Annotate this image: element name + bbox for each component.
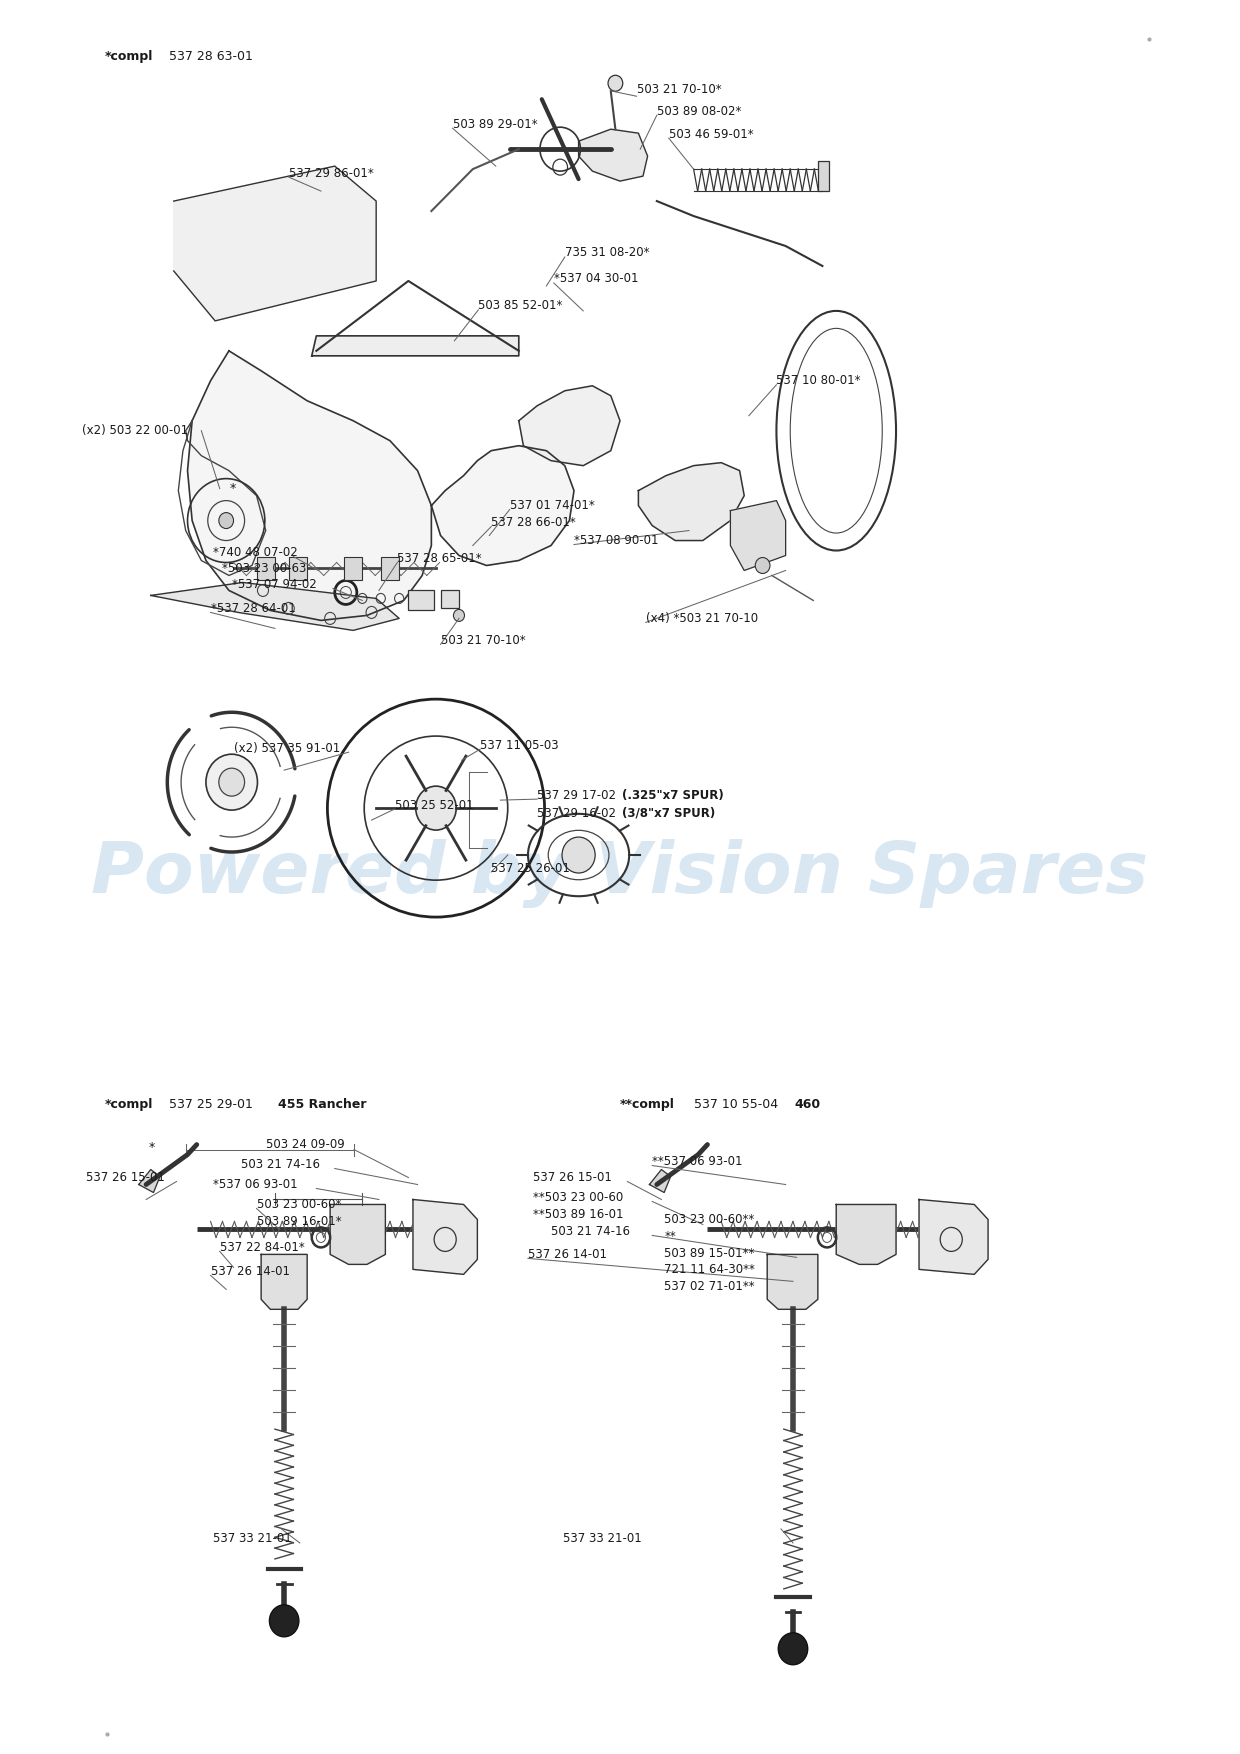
Text: 503 89 15-01**: 503 89 15-01** <box>665 1247 755 1259</box>
Text: 537 26 14-01: 537 26 14-01 <box>528 1247 608 1261</box>
Text: (x2) 537 35 91-01: (x2) 537 35 91-01 <box>233 742 340 754</box>
Polygon shape <box>919 1200 988 1275</box>
Text: 460: 460 <box>795 1098 821 1110</box>
Bar <box>408 591 434 610</box>
Circle shape <box>562 837 595 873</box>
Text: *740 48 07-02: *740 48 07-02 <box>213 545 298 560</box>
Bar <box>381 556 399 581</box>
Text: **: ** <box>665 1230 676 1244</box>
Text: 537 01 74-01*: 537 01 74-01* <box>510 500 594 512</box>
Text: *537 04 30-01: *537 04 30-01 <box>554 272 639 286</box>
Text: 537 33 21-01: 537 33 21-01 <box>563 1533 642 1545</box>
Circle shape <box>218 768 244 796</box>
Polygon shape <box>579 130 647 181</box>
Text: Powered by Vision Spares: Powered by Vision Spares <box>92 838 1148 909</box>
Text: **503 89 16-01: **503 89 16-01 <box>533 1209 622 1221</box>
Text: 537 28 65-01*: 537 28 65-01* <box>397 553 482 565</box>
Text: 503 25 52-01: 503 25 52-01 <box>394 798 474 812</box>
Text: 503 24 09-09: 503 24 09-09 <box>265 1138 345 1151</box>
Text: 503 21 70-10*: 503 21 70-10* <box>636 82 722 96</box>
Text: (x2) 503 22 00-01: (x2) 503 22 00-01 <box>82 424 187 437</box>
Text: 503 85 52-01*: 503 85 52-01* <box>479 300 563 312</box>
Circle shape <box>779 1633 807 1665</box>
Text: (3/8"x7 SPUR): (3/8"x7 SPUR) <box>621 807 715 819</box>
Polygon shape <box>174 167 376 321</box>
Text: 537 25 26-01: 537 25 26-01 <box>491 861 570 875</box>
Text: 537 33 21-01: 537 33 21-01 <box>213 1533 293 1545</box>
Text: 503 21 74-16: 503 21 74-16 <box>241 1158 320 1172</box>
Circle shape <box>454 609 465 621</box>
Text: *537 08 90-01: *537 08 90-01 <box>574 533 658 547</box>
Text: 503 89 29-01*: 503 89 29-01* <box>453 118 537 132</box>
Text: 721 11 64-30**: 721 11 64-30** <box>665 1263 755 1275</box>
Text: *537 28 64-01: *537 28 64-01 <box>211 602 295 616</box>
Polygon shape <box>187 351 432 621</box>
Polygon shape <box>413 1200 477 1275</box>
Text: *503 23 00-63: *503 23 00-63 <box>222 561 306 575</box>
Polygon shape <box>730 500 786 570</box>
Text: 537 26 14-01: 537 26 14-01 <box>211 1265 289 1279</box>
Polygon shape <box>836 1205 897 1265</box>
Circle shape <box>415 786 456 830</box>
Text: 537 22 84-01*: 537 22 84-01* <box>219 1240 305 1254</box>
Circle shape <box>206 754 258 810</box>
Bar <box>257 556 275 581</box>
Polygon shape <box>650 1170 671 1193</box>
Text: 537 29 16-02: 537 29 16-02 <box>537 807 620 819</box>
Text: 537 26 15-01: 537 26 15-01 <box>87 1172 165 1184</box>
Text: *537 07 94-02: *537 07 94-02 <box>232 579 316 591</box>
Text: 503 89 08-02*: 503 89 08-02* <box>657 105 742 118</box>
Bar <box>818 161 828 191</box>
Text: 455 Rancher: 455 Rancher <box>278 1098 366 1110</box>
Text: 537 29 17-02: 537 29 17-02 <box>537 789 620 802</box>
Text: 503 21 74-16: 503 21 74-16 <box>551 1224 630 1238</box>
Text: 537 10 80-01*: 537 10 80-01* <box>776 374 861 388</box>
Text: 537 11 05-03: 537 11 05-03 <box>480 738 559 752</box>
Circle shape <box>269 1605 299 1636</box>
Text: (x4) *503 21 70-10: (x4) *503 21 70-10 <box>646 612 758 624</box>
Text: 503 23 00-60**: 503 23 00-60** <box>665 1214 754 1226</box>
Text: 537 28 63-01: 537 28 63-01 <box>169 49 253 63</box>
Text: 537 28 66-01*: 537 28 66-01* <box>491 516 575 530</box>
Text: *compl: *compl <box>104 49 153 63</box>
Bar <box>440 591 459 609</box>
Polygon shape <box>311 335 518 356</box>
Bar <box>289 556 308 581</box>
Text: **503 23 00-60: **503 23 00-60 <box>533 1191 622 1203</box>
Text: *: * <box>229 482 236 495</box>
Text: 503 21 70-10*: 503 21 70-10* <box>440 633 526 647</box>
Polygon shape <box>330 1205 386 1265</box>
Text: 503 46 59-01*: 503 46 59-01* <box>668 128 754 140</box>
Text: (.325"x7 SPUR): (.325"x7 SPUR) <box>621 789 724 802</box>
Text: **compl: **compl <box>620 1098 675 1110</box>
Circle shape <box>608 75 622 91</box>
Text: *: * <box>149 1142 155 1154</box>
Text: 537 29 86-01*: 537 29 86-01* <box>289 167 373 179</box>
Text: *compl: *compl <box>104 1098 153 1110</box>
Polygon shape <box>262 1254 308 1308</box>
Polygon shape <box>768 1254 818 1308</box>
Text: 537 26 15-01: 537 26 15-01 <box>533 1172 611 1184</box>
Text: 537 25 29-01: 537 25 29-01 <box>169 1098 257 1110</box>
Polygon shape <box>139 1170 160 1193</box>
Polygon shape <box>151 582 399 630</box>
Text: *537 06 93-01: *537 06 93-01 <box>213 1179 298 1191</box>
Text: 503 89 16-01*: 503 89 16-01* <box>257 1216 341 1228</box>
Text: 503 23 00-60*: 503 23 00-60* <box>257 1198 341 1210</box>
Text: **537 06 93-01: **537 06 93-01 <box>652 1156 743 1168</box>
Text: 537 10 55-04: 537 10 55-04 <box>693 1098 781 1110</box>
Bar <box>343 556 362 581</box>
Text: 735 31 08-20*: 735 31 08-20* <box>564 247 650 260</box>
Polygon shape <box>639 463 744 540</box>
Circle shape <box>218 512 233 528</box>
Text: 537 02 71-01**: 537 02 71-01** <box>665 1280 755 1293</box>
Circle shape <box>755 558 770 574</box>
Polygon shape <box>518 386 620 465</box>
Polygon shape <box>432 446 574 565</box>
